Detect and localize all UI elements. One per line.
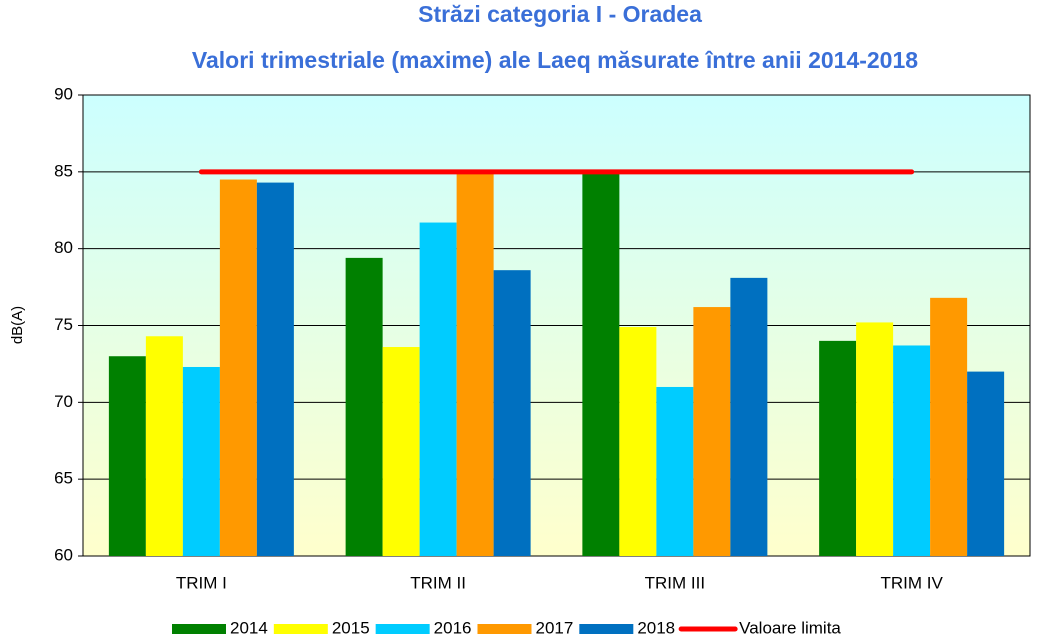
bar bbox=[656, 386, 694, 556]
bar bbox=[693, 307, 731, 556]
y-tick-label: 80 bbox=[54, 238, 73, 257]
bar bbox=[819, 340, 857, 556]
legend-label: 2015 bbox=[332, 618, 370, 637]
y-axis-label: dB(A) bbox=[9, 306, 26, 344]
legend-label: Valoare limita bbox=[739, 618, 841, 637]
bar bbox=[619, 327, 657, 556]
legend-swatch bbox=[579, 624, 634, 634]
y-tick-label: 85 bbox=[54, 161, 73, 180]
legend-swatch bbox=[172, 624, 226, 634]
bar bbox=[345, 257, 383, 556]
bar bbox=[182, 366, 220, 556]
y-tick-label: 70 bbox=[54, 392, 73, 411]
bar bbox=[108, 356, 146, 556]
y-tick-label: 65 bbox=[54, 469, 73, 488]
bar bbox=[582, 171, 620, 557]
bar bbox=[256, 182, 294, 556]
y-tick-label: 90 bbox=[54, 84, 73, 103]
bar bbox=[493, 270, 531, 556]
y-tick-label: 60 bbox=[54, 545, 73, 564]
x-tick-label: TRIM III bbox=[645, 573, 705, 592]
bar bbox=[930, 297, 968, 556]
legend-label: 2018 bbox=[637, 618, 675, 637]
bar bbox=[145, 336, 183, 556]
x-tick-label: TRIM IV bbox=[880, 573, 943, 592]
bar bbox=[893, 345, 931, 556]
bar bbox=[730, 277, 768, 556]
x-tick-label: TRIM I bbox=[176, 573, 227, 592]
bar bbox=[382, 347, 420, 556]
bar bbox=[219, 179, 257, 556]
bar bbox=[856, 322, 894, 556]
x-tick-label: TRIM II bbox=[410, 573, 466, 592]
bar bbox=[967, 371, 1005, 556]
chart-title: Străzi categoria I - Oradea bbox=[418, 1, 702, 27]
chart-subtitle: Valori trimestriale (maxime) ale Laeq mă… bbox=[192, 47, 918, 73]
bar bbox=[419, 222, 457, 556]
legend-label: 2014 bbox=[230, 618, 268, 637]
bar bbox=[456, 171, 494, 557]
y-tick-label: 75 bbox=[54, 315, 73, 334]
legend-swatch bbox=[477, 624, 532, 634]
legend-swatch bbox=[375, 624, 430, 634]
legend-label: 2016 bbox=[434, 618, 472, 637]
legend-label: 2017 bbox=[535, 618, 573, 637]
legend-swatch bbox=[273, 624, 328, 634]
